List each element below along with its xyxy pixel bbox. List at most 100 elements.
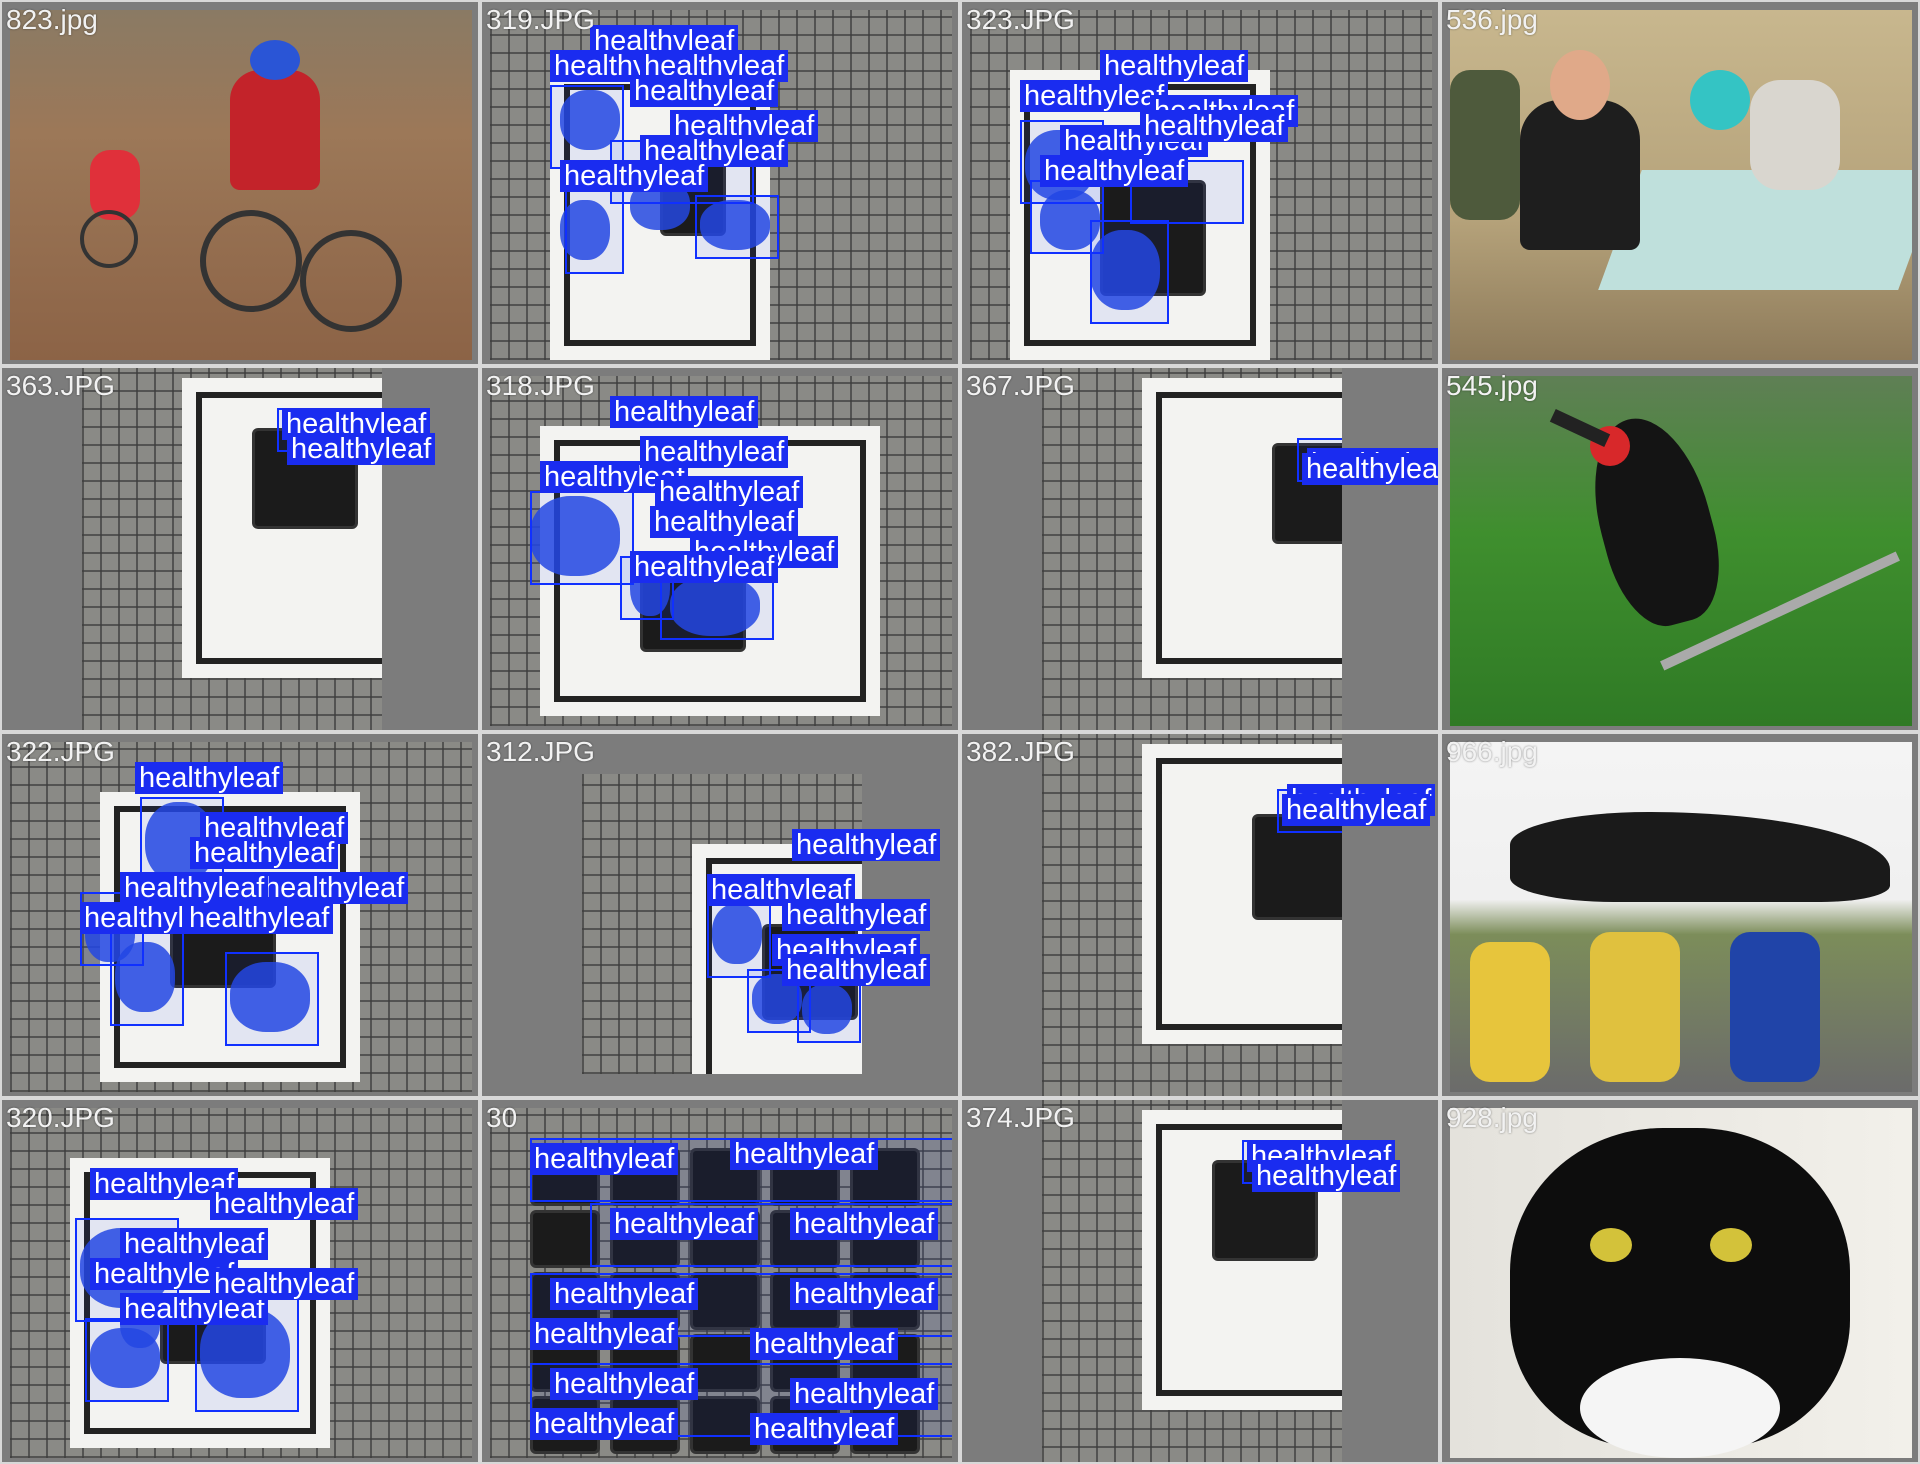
black-frame (1156, 1124, 1342, 1396)
detection-label: healthyleaf (560, 160, 709, 192)
image-tile: healthyleaf healthyleaf healthyleaf healthy… (960, 0, 1440, 366)
image-tile: healthyleaf healthyleaf healthyleaf healthy… (480, 0, 960, 366)
child-rider (90, 150, 140, 220)
rider-jersey (230, 70, 320, 190)
filename-label: 30 (486, 1102, 518, 1133)
detection-label: healthyleaf (1252, 1160, 1401, 1192)
detection-label: healthyleaf (550, 1278, 699, 1310)
photo (1450, 742, 1912, 1092)
detection-label: healthyleaf (260, 872, 409, 904)
black-frame (1156, 758, 1342, 1030)
detection-label: healthyleaf (650, 506, 799, 538)
table (1598, 170, 1912, 290)
filename-label: 374.JPG (966, 1102, 1075, 1133)
filename-label: 823.jpg (6, 4, 98, 35)
detection-label: healthyleaf (530, 1408, 679, 1440)
filename-label: 536.jpg (1446, 4, 1538, 35)
detection-label: healthyleaf (750, 1328, 899, 1360)
detection-label: healthyleaf (120, 1293, 269, 1325)
filename-label: 319.JPG (486, 4, 595, 35)
detection-box (1030, 180, 1104, 254)
image-tile: 823.jpg (0, 0, 480, 366)
detection-label: healthyleaf (790, 1208, 939, 1240)
cat-eye (1590, 1228, 1632, 1262)
black-frame (706, 858, 862, 1074)
cat-eye (1710, 1228, 1752, 1262)
filename-label: 322.JPG (6, 736, 115, 767)
detection-label: healthyleaf (1100, 50, 1249, 82)
detection-label: healthyleaf (630, 551, 779, 583)
plant-photo (1042, 1100, 1342, 1462)
detection-label: healthyleaf (730, 1138, 879, 1170)
bike-wheel (80, 210, 138, 268)
person-green (1450, 70, 1520, 220)
leaf-mask (1090, 230, 1160, 310)
filename-label: 363.JPG (6, 370, 115, 401)
detection-label: healthyleaf (610, 1208, 759, 1240)
detection-label: healthyleaf (135, 762, 284, 794)
tray-cell (530, 1210, 600, 1268)
image-tile: 536.jpg (1440, 0, 1920, 366)
detection-label: healthyleaf (630, 75, 779, 107)
filename-label: 966.jpg (1446, 736, 1538, 767)
face (1550, 50, 1610, 120)
detection-label: healthyleaf (1020, 80, 1169, 112)
detection-label: healthyleaf (210, 1268, 359, 1300)
detection-label: healthyleaf (1282, 794, 1431, 826)
plant-photo (1042, 734, 1342, 1096)
detection-label: healthyleaf (530, 1318, 679, 1350)
detection-label: healthyleaf (1040, 155, 1189, 187)
detection-label: healthyleaf (792, 829, 941, 861)
detection-box (225, 952, 319, 1046)
helmet (250, 40, 300, 80)
image-tile: 928.jpg (1440, 1098, 1920, 1464)
image-tile: healthyleaf healthyleaf 374.JPG (960, 1098, 1440, 1464)
photo (1450, 376, 1912, 726)
detection-label: healthyleaf (1302, 453, 1438, 485)
black-frame (196, 392, 382, 664)
detection-label: healthyleaf (185, 902, 334, 934)
person-dark-shirt (1520, 100, 1640, 250)
image-tile: 545.jpg (1440, 366, 1920, 732)
detection-label: healthyleaf (120, 872, 269, 904)
crew-yellow-vest (1470, 942, 1550, 1082)
photo (10, 10, 472, 360)
filename-label: 382.JPG (966, 736, 1075, 767)
detection-label: healthyleaf (782, 899, 931, 931)
leaf-mask (670, 576, 760, 636)
image-tile: healthyleaf healthyleaf healthyleaf healthy… (0, 1098, 480, 1464)
image-tile: healthyleaf healthyleaf healthyleaf healthy… (480, 732, 960, 1098)
plant-photo (1042, 368, 1342, 730)
bike-wheel (300, 230, 402, 332)
filename-label: 320.JPG (6, 1102, 115, 1133)
filename-label: 323.JPG (966, 4, 1075, 35)
filename-label: 312.JPG (486, 736, 595, 767)
detection-label: healthyleaf (210, 1188, 359, 1220)
image-tile: healthyleaf healthyleaf healthyleaf healthy… (0, 732, 480, 1098)
detection-label: healthyleaf (530, 1143, 679, 1175)
leaf-mask (700, 200, 770, 250)
detection-label: healthyleaf (1140, 110, 1289, 142)
detection-label: healthyleaf (782, 954, 931, 986)
person-teal (1690, 70, 1750, 130)
detection-label: healthyleaf (790, 1378, 939, 1410)
image-tile: healthyleaf healthyleaf healthyleaf healthy… (480, 366, 960, 732)
photo (1450, 10, 1912, 360)
leaf-mask (712, 904, 762, 964)
detection-label: healthyleaf (120, 1228, 269, 1260)
photo (1450, 1108, 1912, 1458)
image-tile: healthyleafhealthyleaf367.JPG (960, 366, 1440, 732)
tray-cell (850, 1148, 920, 1206)
image-tile: healthyleaf healthyleaf 363.JPG (0, 366, 480, 732)
detection-box (530, 491, 634, 585)
detection-label: healthyleaf (550, 1368, 699, 1400)
cat-white-chest (1580, 1358, 1780, 1458)
detection-label: healthyleaf (640, 436, 789, 468)
jet-fuselage (1510, 812, 1890, 902)
detection-box (695, 195, 779, 259)
detection-box (85, 1318, 169, 1402)
filename-label: 367.JPG (966, 370, 1075, 401)
detection-label: healthyleaf (790, 1278, 939, 1310)
detection-label: healthyleaf (287, 433, 436, 465)
